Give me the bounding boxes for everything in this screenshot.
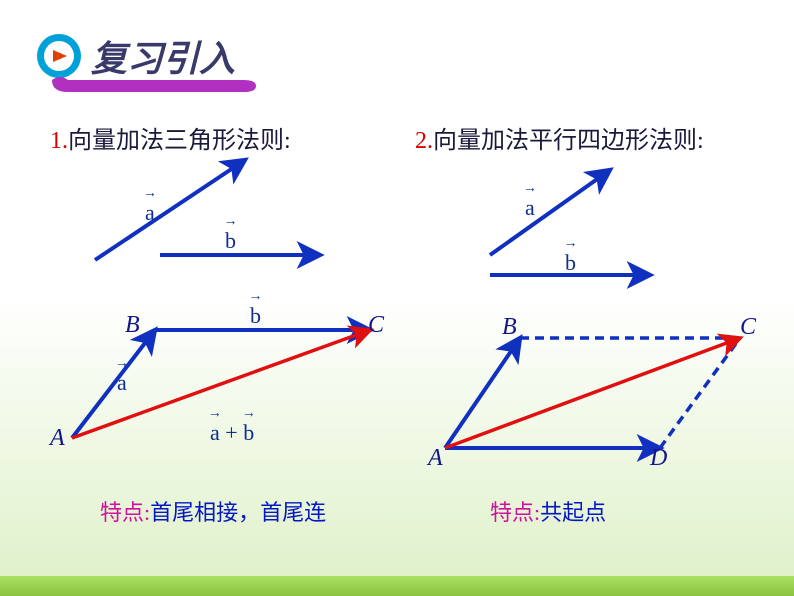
subtitle-num: 1. <box>50 128 68 154</box>
footer-bar <box>0 576 794 596</box>
subtitle-num: 2. <box>415 128 433 154</box>
vec-sum-label: a + b <box>210 420 254 446</box>
vec-b-label: b <box>225 228 236 254</box>
title-underline <box>52 74 260 92</box>
point-B: B <box>502 314 517 341</box>
subtitle-left: 1.向量加法三角形法则: <box>50 120 291 155</box>
subtitle-text: 向量加法三角形法则: <box>68 128 291 154</box>
point-B: B <box>125 312 140 339</box>
caption-left: 特点:首尾相接，首尾连 <box>100 495 326 527</box>
point-C: C <box>740 314 756 341</box>
vec-b-label: b <box>565 250 576 276</box>
point-D: D <box>650 445 667 472</box>
point-A: A <box>428 445 443 472</box>
caption-right: 特点:共起点 <box>490 495 606 527</box>
subtitle-right: 2.向量加法平行四边形法则: <box>415 120 704 155</box>
point-A: A <box>50 425 65 452</box>
subtitle-text: 向量加法平行四边形法则: <box>433 128 704 154</box>
point-C: C <box>368 312 384 339</box>
vec-a-label: a <box>117 370 127 396</box>
vec-a-label: a <box>525 195 535 221</box>
play-circle-icon <box>35 32 83 80</box>
vec-a-label: a <box>145 200 155 226</box>
vec-b-label: b <box>250 303 261 329</box>
